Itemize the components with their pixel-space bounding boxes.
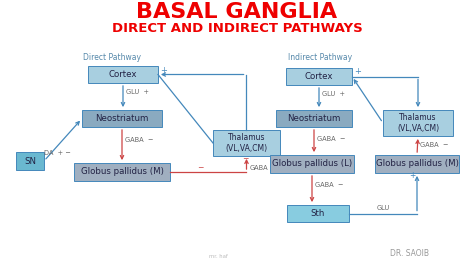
FancyBboxPatch shape: [375, 155, 459, 173]
Text: +: +: [409, 172, 415, 181]
Text: +: +: [354, 67, 361, 76]
Text: −: −: [243, 155, 249, 164]
Text: Indirect Pathway: Indirect Pathway: [288, 53, 352, 63]
Text: GABA  −: GABA −: [315, 182, 343, 188]
Text: Globus pallidus (M): Globus pallidus (M): [81, 168, 164, 177]
Text: GLU  +: GLU +: [126, 89, 149, 95]
Text: Globus pallidus (M): Globus pallidus (M): [375, 160, 458, 168]
Text: Thalamus
(VL,VA,CM): Thalamus (VL,VA,CM): [397, 113, 439, 133]
Text: GABA: GABA: [249, 165, 268, 171]
FancyBboxPatch shape: [88, 66, 158, 83]
Text: DIRECT AND INDIRECT PATHWAYS: DIRECT AND INDIRECT PATHWAYS: [111, 22, 363, 35]
Text: GABA  −: GABA −: [125, 137, 154, 143]
Text: Neostriatum: Neostriatum: [287, 114, 341, 123]
FancyBboxPatch shape: [74, 163, 170, 181]
Text: mr. haf: mr. haf: [209, 253, 228, 259]
Text: SN: SN: [24, 156, 36, 165]
FancyBboxPatch shape: [270, 155, 354, 173]
FancyBboxPatch shape: [383, 110, 453, 136]
Text: DA  + −: DA + −: [44, 150, 71, 156]
Text: GLU: GLU: [376, 206, 390, 211]
FancyBboxPatch shape: [276, 110, 352, 127]
Text: Thalamus
(VL,VA,CM): Thalamus (VL,VA,CM): [226, 133, 267, 153]
Text: Neostriatum: Neostriatum: [95, 114, 149, 123]
Text: Sth: Sth: [311, 209, 325, 218]
Text: Cortex: Cortex: [305, 72, 333, 81]
Text: BASAL GANGLIA: BASAL GANGLIA: [137, 2, 337, 22]
Text: Globus pallidus (L): Globus pallidus (L): [272, 160, 352, 168]
FancyBboxPatch shape: [82, 110, 162, 127]
Text: Direct Pathway: Direct Pathway: [83, 53, 141, 63]
Text: GABA  −: GABA −: [420, 142, 448, 148]
FancyBboxPatch shape: [16, 152, 44, 170]
FancyBboxPatch shape: [287, 205, 349, 222]
Text: Cortex: Cortex: [109, 70, 137, 79]
FancyBboxPatch shape: [286, 68, 352, 85]
Text: −: −: [197, 164, 203, 172]
Text: DR. SAOIB: DR. SAOIB: [390, 250, 429, 259]
Text: GABA  −: GABA −: [317, 136, 346, 142]
Text: GLU  +: GLU +: [322, 91, 345, 97]
Text: +: +: [160, 66, 167, 75]
FancyBboxPatch shape: [213, 130, 280, 156]
